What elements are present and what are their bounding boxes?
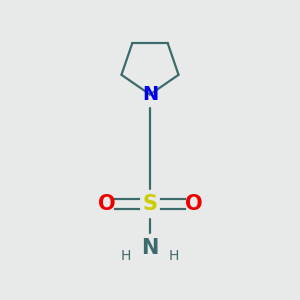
Text: O: O xyxy=(98,194,115,214)
Text: S: S xyxy=(142,194,158,214)
Text: O: O xyxy=(185,194,202,214)
Text: N: N xyxy=(141,238,159,257)
Text: N: N xyxy=(142,85,158,104)
Text: H: H xyxy=(121,250,131,263)
Text: H: H xyxy=(169,250,179,263)
